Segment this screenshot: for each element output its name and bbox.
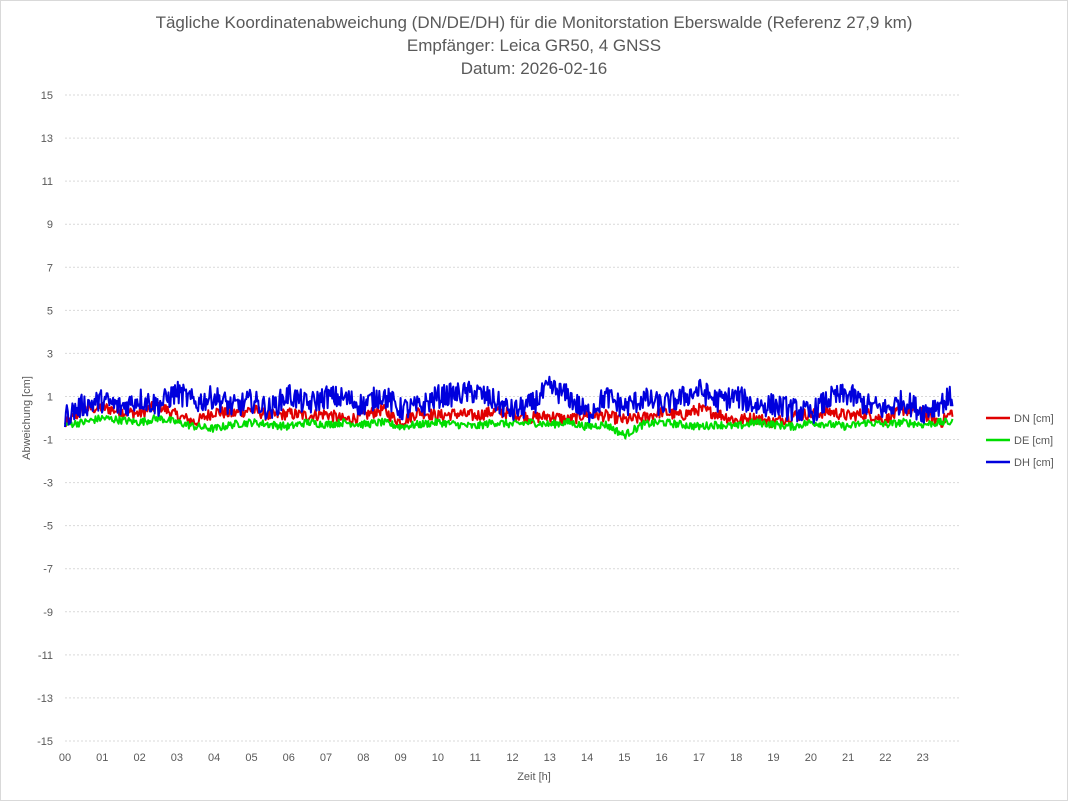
y-tick-label: -7 [43, 564, 53, 576]
y-tick-label: 7 [47, 262, 53, 274]
y-tick-label: -13 [37, 693, 53, 705]
x-tick-label: 08 [357, 752, 369, 764]
x-tick-label: 21 [842, 752, 854, 764]
x-tick-label: 02 [133, 752, 145, 764]
y-tick-label: 1 [47, 391, 53, 403]
x-axis-title: Zeit [h] [517, 771, 551, 783]
legend: DN [cm] DE [cm] DH [cm] [986, 413, 1054, 469]
x-tick-label: 14 [581, 752, 593, 764]
y-tick-label: 13 [41, 133, 53, 145]
x-tick-label: 15 [618, 752, 630, 764]
x-tick-label: 23 [917, 752, 929, 764]
x-tick-label: 12 [506, 752, 518, 764]
y-tick-label: 9 [47, 219, 53, 231]
y-tick-label: 15 [41, 90, 53, 102]
x-tick-label: 22 [879, 752, 891, 764]
y-tick-label: -3 [43, 478, 53, 490]
series-line [64, 414, 954, 440]
series-layer [64, 375, 954, 440]
y-axis-title: Abweichung [cm] [21, 376, 33, 460]
y-tick-label: 11 [42, 176, 53, 188]
y-tick-label: 5 [47, 305, 53, 317]
legend-label: DN [cm] [1014, 413, 1054, 425]
y-tick-label: -9 [43, 607, 53, 619]
x-tick-label: 05 [245, 752, 257, 764]
x-tick-label: 13 [544, 752, 556, 764]
y-tick-labels: 15 13 11 9 7 5 3 1 -1 -3 -5 -7 -9 -11 -13 -15 [37, 90, 53, 748]
x-tick-label: 09 [395, 752, 407, 764]
x-tick-label: 00 [59, 752, 71, 764]
x-tick-label: 04 [208, 752, 220, 764]
x-tick-label: 17 [693, 752, 705, 764]
y-tick-label: -11 [38, 650, 53, 662]
y-tick-label: -5 [43, 521, 53, 533]
x-tick-label: 16 [656, 752, 668, 764]
chart-date: Datum: 2026-02-16 [461, 59, 607, 78]
x-tick-label: 10 [432, 752, 444, 764]
x-tick-labels: 00 01 02 03 04 05 06 07 08 09 10 11 12 13 14 15 16 17 18 19… [59, 752, 929, 764]
x-tick-label: 11 [469, 752, 480, 764]
x-tick-label: 18 [730, 752, 742, 764]
x-tick-label: 03 [171, 752, 183, 764]
y-tick-label: 3 [47, 348, 53, 360]
x-tick-label: 19 [767, 752, 779, 764]
grid-layer [65, 94, 960, 742]
chart-title: Tägliche Koordinatenabweichung (DN/DE/DH… [156, 13, 913, 32]
series-line [64, 375, 954, 428]
legend-label: DE [cm] [1014, 435, 1053, 447]
x-tick-label: 06 [283, 752, 295, 764]
chart-subtitle: Empfänger: Leica GR50, 4 GNSS [407, 36, 661, 55]
y-tick-label: -15 [37, 736, 53, 748]
y-tick-label: -1 [43, 435, 53, 447]
x-tick-label: 20 [805, 752, 817, 764]
legend-label: DH [cm] [1014, 457, 1054, 469]
x-tick-label: 07 [320, 752, 332, 764]
x-tick-label: 01 [96, 752, 108, 764]
